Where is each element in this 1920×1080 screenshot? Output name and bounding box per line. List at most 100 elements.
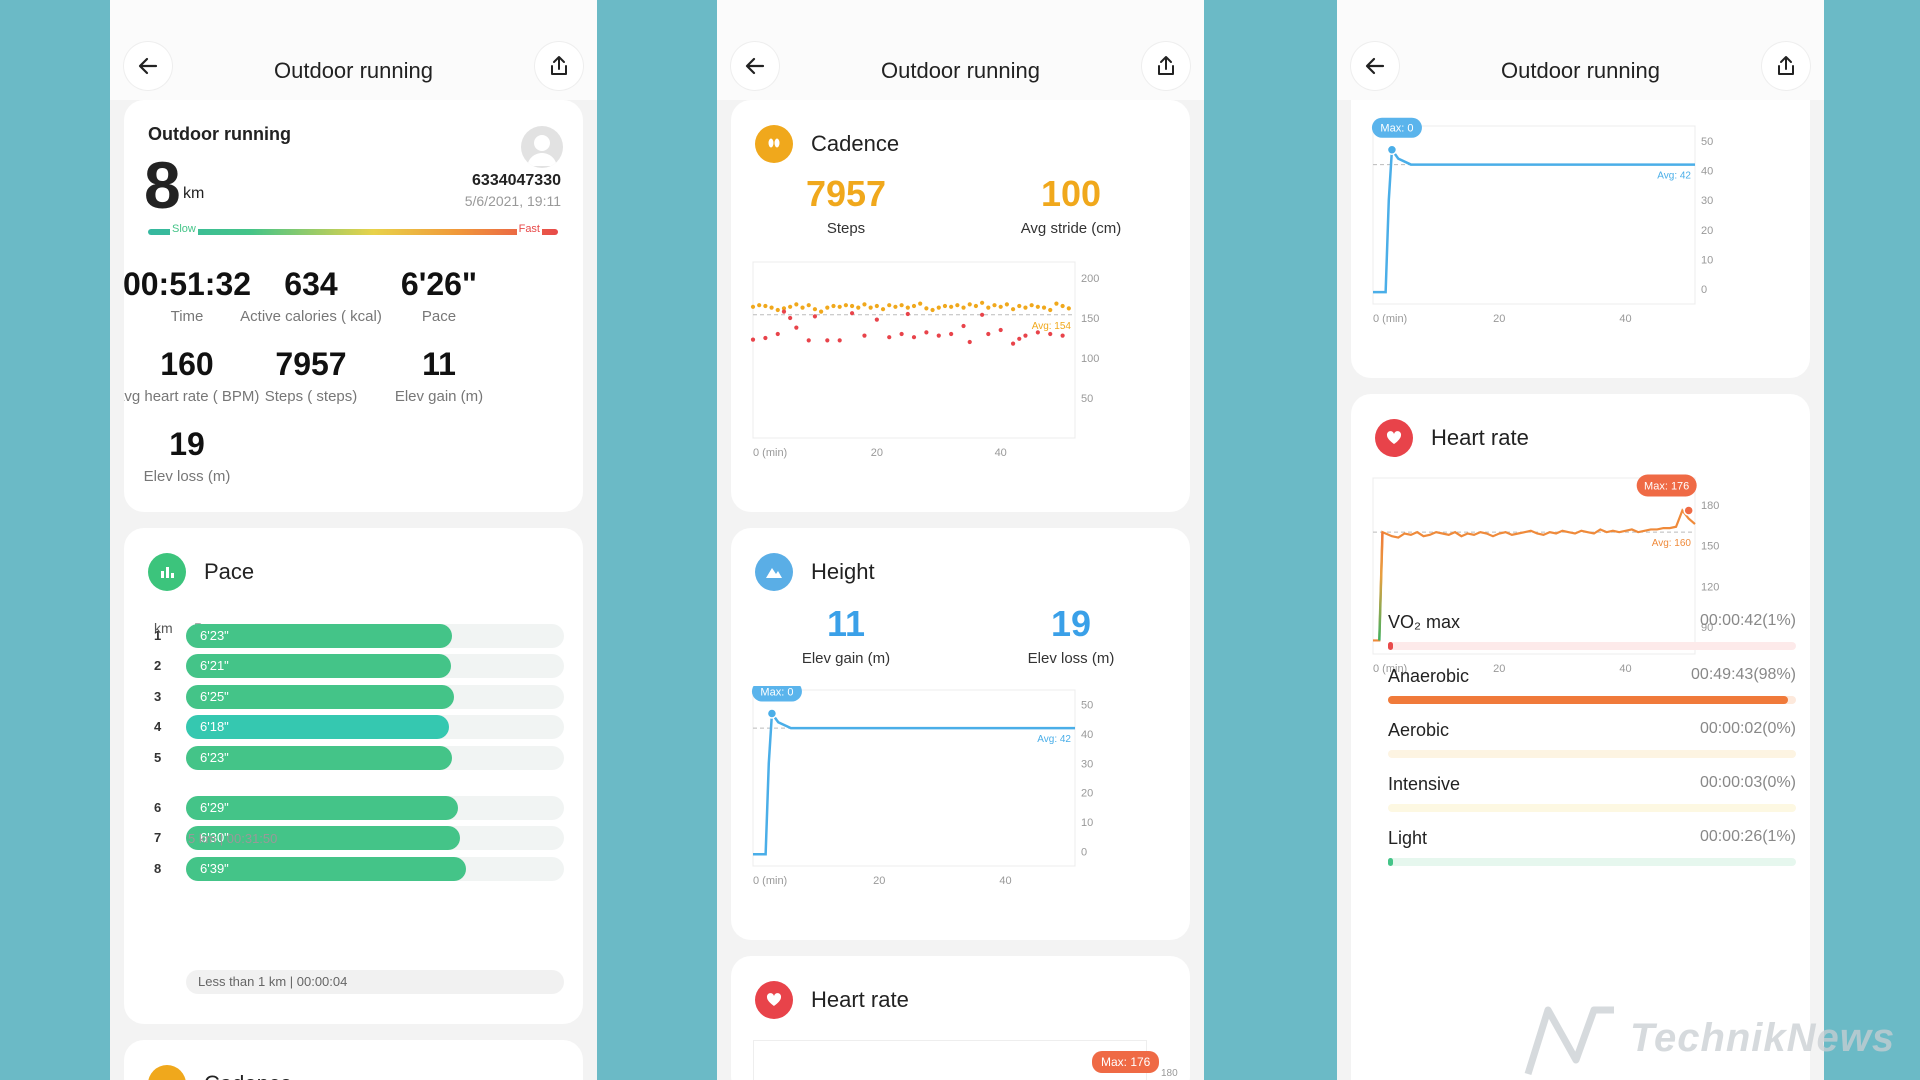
pace-row-km: 4 xyxy=(154,719,162,734)
cadence-point xyxy=(980,300,985,305)
back-button[interactable] xyxy=(124,42,172,90)
zone-value: 00:49:43(98%) xyxy=(1691,666,1796,683)
cadence-point xyxy=(887,303,892,308)
cadence-point xyxy=(967,339,972,345)
page-title: Outdoor running xyxy=(1501,58,1660,83)
top-bar: Outdoor running xyxy=(110,0,597,100)
avatar[interactable] xyxy=(521,126,563,168)
x-tick-label: 20 xyxy=(1493,663,1505,675)
chart-frame xyxy=(752,689,1076,867)
cadence-point xyxy=(911,303,917,309)
stat-calories: 634 Active calories ( kcal) xyxy=(240,266,382,325)
cadence-point xyxy=(1041,305,1047,310)
pace-row-km: 2 xyxy=(154,658,162,673)
zone-value: 00:00:03(0%) xyxy=(1699,774,1796,791)
y-tick-label: 50 xyxy=(1081,700,1093,712)
max-point xyxy=(1386,144,1398,155)
back-arrow-icon xyxy=(1365,57,1385,75)
pace-row-bar: 6'18" xyxy=(186,715,449,739)
cadence-steps: 7957 Steps xyxy=(805,173,887,238)
pace-row-track: 6'29" xyxy=(186,796,564,820)
cadence-point xyxy=(862,333,867,338)
y-tick-label: 150 xyxy=(1081,313,1099,325)
mountain-icon xyxy=(755,553,793,591)
x-tick-label: 40 xyxy=(999,875,1011,887)
back-button[interactable] xyxy=(731,42,779,90)
zone-track xyxy=(1388,642,1796,650)
pace-row-bar: 6'29" xyxy=(186,796,459,820)
share-button[interactable] xyxy=(535,42,583,90)
y-tick-label: 120 xyxy=(1701,581,1719,593)
cadence-point xyxy=(757,303,762,308)
cadence-point xyxy=(1029,303,1034,308)
cadence-point xyxy=(905,311,910,317)
height-line xyxy=(1373,146,1695,294)
summary-card: Outdoor running 8 km 6334047330 5/6/2021… xyxy=(124,100,583,512)
share-icon xyxy=(1158,56,1174,75)
cadence-point xyxy=(775,307,780,313)
zone-track xyxy=(1388,696,1796,704)
pace-header: Pace xyxy=(148,552,254,592)
pace-row-km: 8 xyxy=(154,861,162,876)
cadence-point xyxy=(750,304,756,309)
back-button[interactable] xyxy=(1351,42,1399,90)
heart-rate-card: Heart rate Max: 176 Avg: 160 180 150 120 90 0 … xyxy=(1351,394,1810,1080)
pace-row: 1 6'23" xyxy=(154,624,564,648)
share-button[interactable] xyxy=(1762,42,1810,90)
y-tick-label: 20 xyxy=(1081,788,1093,800)
y-tick-label: 30 xyxy=(1081,758,1093,770)
cadence-point xyxy=(899,303,904,308)
avg-label: Avg: 154 xyxy=(1032,321,1072,332)
cadence-point xyxy=(812,314,818,319)
cadence-point xyxy=(998,327,1003,333)
y-tick-label: 0 xyxy=(1701,284,1707,296)
cadence-point xyxy=(825,338,830,343)
zone-bar xyxy=(1388,696,1788,704)
heart-icon xyxy=(755,981,793,1019)
cadence-chart: Avg: 154 200 150 100 50 0 (min) 20 40 xyxy=(750,261,1099,459)
split-note: 5 km | 00:31:50 xyxy=(188,831,278,846)
stat-elev-loss: 19 Elev loss (m) xyxy=(143,426,231,485)
cadence-peek-title: Cadence xyxy=(204,1071,292,1080)
cadence-point xyxy=(980,312,985,317)
x-tick-label: 40 xyxy=(1619,663,1631,675)
distance-unit: km xyxy=(183,185,205,202)
cadence-card-peek: Cadence xyxy=(124,1040,583,1080)
cadence-point xyxy=(812,307,818,312)
x-tick-label: 0 (min) xyxy=(753,875,787,887)
y-tick-label: 10 xyxy=(1701,255,1713,267)
chart-frame xyxy=(1372,477,1696,655)
stat-time: 00:51:32 Time xyxy=(124,266,252,325)
cadence-point xyxy=(1035,330,1040,335)
user-id: 6334047330 xyxy=(472,172,561,189)
height-title: Height xyxy=(811,559,875,584)
share-button[interactable] xyxy=(1142,42,1190,90)
cadence-point xyxy=(911,335,917,340)
cadence-point xyxy=(862,302,867,307)
scale-slow-label: Slow xyxy=(170,223,198,235)
heart-icon xyxy=(1375,419,1413,457)
cadence-point xyxy=(924,306,929,311)
cadence-point xyxy=(961,323,966,329)
cadence-point xyxy=(1010,341,1016,346)
pace-row-track: 6'18" xyxy=(186,715,564,739)
y-tick-label: 50 xyxy=(1081,393,1093,405)
max-label: Max: 176 xyxy=(1644,480,1689,492)
page-title: Outdoor running xyxy=(274,58,433,83)
zone-label: Light xyxy=(1388,828,1428,848)
x-tick-label: 0 (min) xyxy=(1373,313,1407,325)
heart-tick-180: 180 xyxy=(1161,1068,1178,1079)
cadence-point xyxy=(998,304,1003,309)
y-tick-label: 0 xyxy=(1081,846,1087,858)
cadence-point xyxy=(837,338,842,343)
top-bar: Outdoor running xyxy=(1337,0,1824,100)
pace-row-track: 6'25" xyxy=(186,685,564,709)
cadence-point xyxy=(843,303,848,308)
max-label: Max: 0 xyxy=(760,686,793,698)
activity-title: Outdoor running xyxy=(148,124,291,144)
zone-track xyxy=(1388,804,1796,812)
zone-bar xyxy=(1388,858,1393,866)
cadence-point xyxy=(763,335,768,341)
height-gain: 11 Elev gain (m) xyxy=(801,603,891,668)
cadence-point xyxy=(967,302,972,307)
